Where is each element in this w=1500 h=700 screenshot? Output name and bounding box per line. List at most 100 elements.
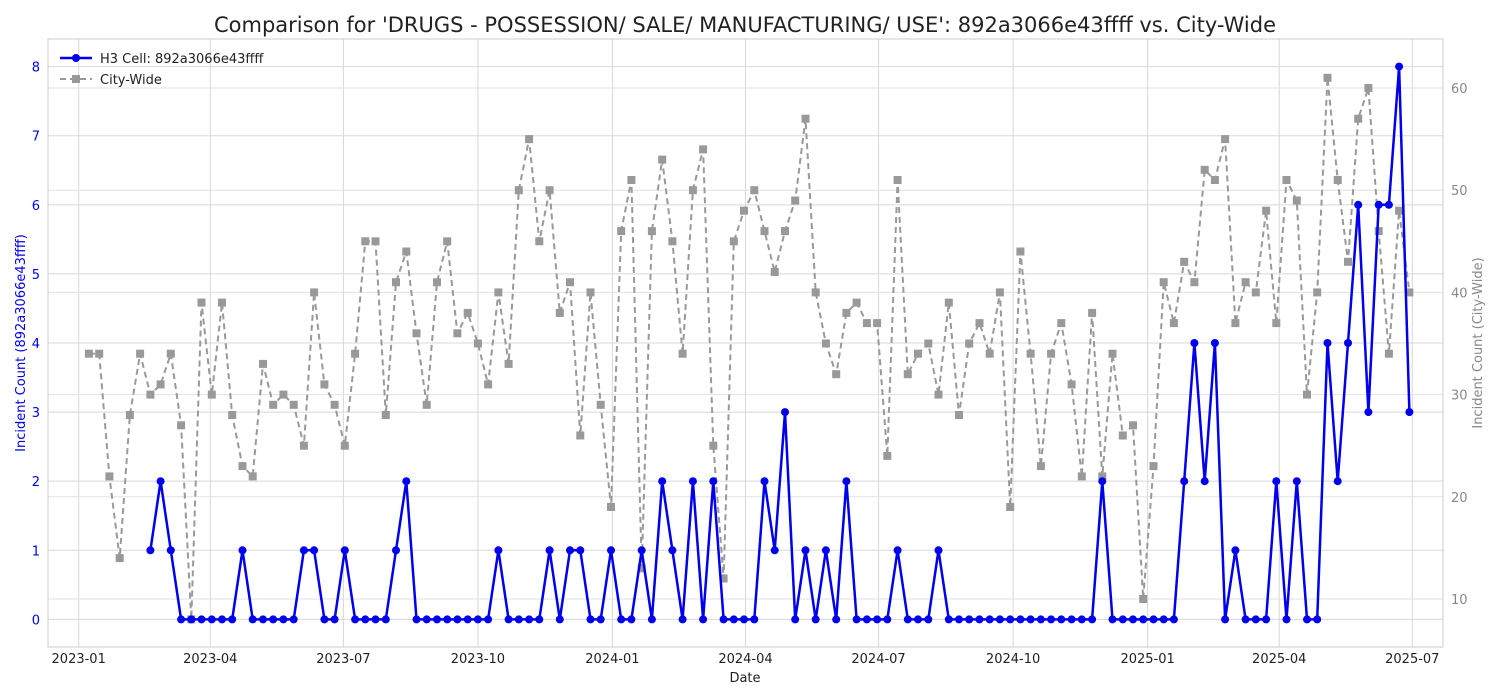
h3-cell-point [729,615,738,624]
h3-cell-point [1067,615,1076,624]
city-wide-point [95,349,104,358]
city-wide-point [627,176,636,184]
city-wide-point [1047,349,1056,358]
h3-cell-point [1344,339,1352,347]
y-left-tick-label: 5 [32,268,40,283]
h3-cell-point [351,615,360,624]
h3-cell-point [422,615,431,624]
city-wide-point [1149,462,1158,471]
legend-h3-marker [72,54,80,62]
city-wide-point [392,278,400,287]
h3-cell-point [801,546,810,555]
city-wide-point [1098,472,1107,481]
h3-cell-point [269,615,278,624]
city-wide-point [279,390,288,399]
h3-cell-point [781,408,789,417]
h3-cell-point [975,615,984,624]
h3-cell-point [944,615,953,624]
h3-cell-point [893,546,902,555]
city-wide-point [995,288,1004,297]
h3-cell-point [1405,408,1414,417]
city-wide-point [821,339,830,348]
h3-cell-point [412,615,421,624]
h3-cell-point [699,615,708,624]
city-wide-point [1077,472,1086,481]
h3-cell-point [750,615,759,624]
city-wide-point [177,421,186,430]
city-wide-point [1190,278,1199,287]
city-wide-point [709,441,718,450]
h3-cell-point [381,615,390,624]
y-left-tick-label: 2 [32,475,40,490]
city-wide-point [1292,196,1301,205]
h3-cell-point [1221,615,1230,624]
city-wide-point [351,349,360,358]
city-wide-point [617,227,626,236]
y-left-tick-label: 4 [32,337,40,352]
city-wide-point [545,186,554,195]
h3-cell-point [668,546,677,555]
city-wide-point [115,554,124,563]
city-wide-point [340,441,349,450]
y-left-tick-label: 6 [32,199,40,214]
h3-cell-point [1026,615,1035,624]
x-tick-label: 2023-01 [52,652,106,667]
city-wide-point [1159,278,1168,287]
x-tick-label: 2024-10 [986,652,1040,667]
h3-cell-point [166,546,175,555]
h3-cell-point [1006,615,1015,624]
city-wide-point [535,237,544,246]
legend: H3 Cell: 892a3066e43ffff City-Wide [60,52,264,88]
city-wide-point [1364,84,1373,92]
city-wide-point [955,411,963,419]
city-wide-series [84,73,1414,624]
city-wide-point [975,319,984,328]
h3-cell-point [1395,62,1404,71]
h3-cell-point [340,546,349,555]
h3-cell-point [678,615,687,624]
city-wide-point [1026,349,1035,358]
x-axis-label: Date [729,671,760,686]
city-wide-point [1303,390,1311,399]
h3-cell-point [1139,615,1148,624]
h3-cell-point [177,615,186,624]
city-wide-point [166,349,175,358]
city-wide-point [1036,462,1045,471]
h3-cell-point [1292,477,1301,486]
h3-cell-point [218,615,226,624]
y-left-tick-label: 0 [32,613,40,628]
y-right-tick-label: 60 [1451,82,1468,97]
h3-cell-point [146,546,155,555]
h3-cell-point [299,546,308,555]
city-wide-point [1323,73,1332,82]
city-wide-point [1169,319,1178,328]
h3-cell-point [627,615,636,624]
h3-cell-point [965,615,974,624]
h3-cell-point [873,615,882,624]
h3-cell-point [1129,615,1137,624]
city-wide-point [1262,206,1271,215]
h3-cell-point [607,546,615,555]
h3-cell-point [586,615,595,624]
h3-cell-point [1374,200,1383,209]
city-wide-point [637,564,646,573]
h3-cell-point [433,615,441,624]
city-wide-point [791,196,800,205]
x-tick-label: 2025-07 [1385,652,1439,667]
h3-cell-point [1364,408,1373,417]
city-wide-point [310,288,319,297]
y-left-tick-label: 1 [32,544,40,559]
h3-cell-point [1180,477,1189,486]
city-wide-point [699,145,708,154]
city-wide-point [1057,319,1066,328]
y-right-tick-label: 20 [1451,491,1468,506]
h3-cell-point [637,546,646,555]
city-wide-point [811,288,820,297]
y-axis-right-label: Incident Count (City-Wide) [1471,257,1486,428]
y-right-tick-label: 30 [1451,389,1468,404]
city-wide-point [566,278,574,287]
y-right-tick-label: 50 [1451,184,1468,199]
y-left-tick-label: 8 [32,61,40,76]
city-wide-point [607,503,615,511]
h3-cell-point [1190,339,1199,347]
